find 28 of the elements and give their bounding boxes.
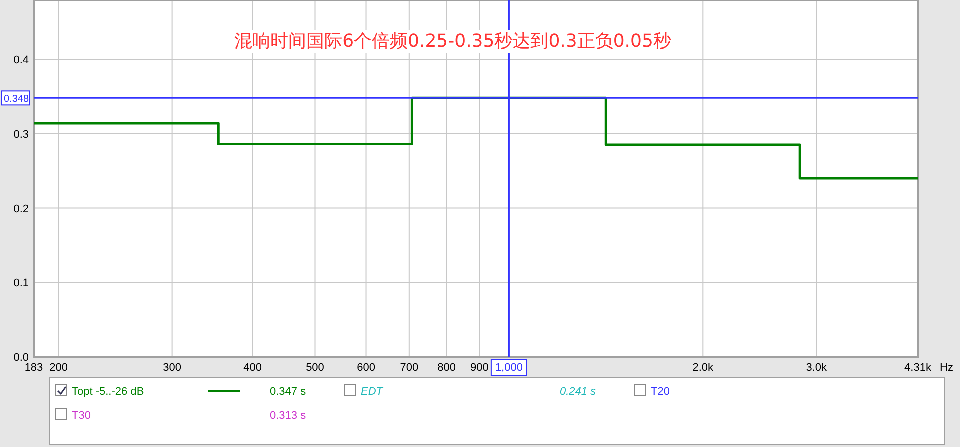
text: Topt -5..-26 dB [72,386,144,398]
x-tick-label: 900 [470,362,489,374]
x-axis-title: Hz [940,362,954,374]
x-tick-label: 500 [306,362,324,374]
x-tick-label: 600 [357,362,376,374]
x-tick-label: 400 [244,362,262,374]
text: 0.347 s [270,386,307,398]
text: T20 [651,386,670,398]
text: 0.313 s [270,410,307,422]
y-tick-label: 0.0 [14,352,29,364]
y-tick-label: 0.3 [14,128,29,141]
x-tick-label: 700 [400,362,419,374]
y-tick-label: 0.1 [14,278,29,290]
ref-line-label: 1,000 [495,362,523,374]
text: 0.241 s [560,386,597,398]
y-tick-label: 0.2 [14,203,29,216]
y-tick-label: 0.4 [14,54,29,66]
x-tick-label: 4.31k [904,362,932,374]
x-tick-label: 2.0k [692,362,714,374]
ref-line-label: 0.348 [4,94,30,106]
text: T30 [72,410,91,422]
x-tick-label: 800 [438,362,456,374]
x-tick-label: 300 [163,362,182,374]
text: 混响时间国际6个倍频0.25-0.35秒达到0.3正负0.05秒 [234,31,672,52]
text: EDT [361,386,384,398]
x-tick-label: 183 [24,362,44,374]
x-tick-label: 3.0k [806,362,828,374]
x-tick-label: 200 [50,362,68,374]
